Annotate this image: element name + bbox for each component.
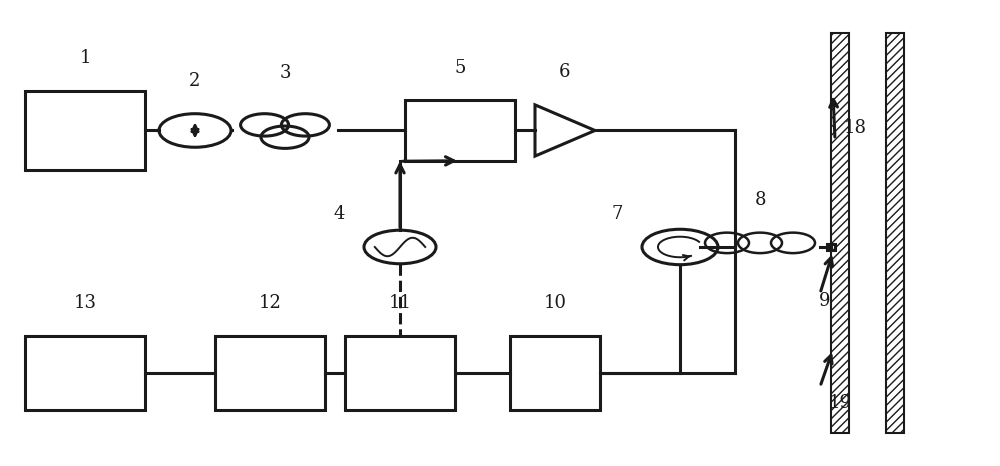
Text: 12: 12: [259, 294, 281, 312]
Text: 5: 5: [454, 59, 466, 76]
Bar: [25, 91, 145, 170]
Bar: [405, 100, 515, 161]
Text: 1: 1: [79, 49, 91, 67]
Bar: [831, 33, 849, 433]
Text: 11: 11: [388, 294, 412, 312]
Text: 4: 4: [333, 206, 345, 223]
Text: 2: 2: [189, 72, 201, 90]
Bar: [886, 33, 904, 433]
Bar: [25, 336, 145, 410]
Text: 7: 7: [611, 206, 623, 223]
Text: 19: 19: [828, 394, 852, 412]
Text: 8: 8: [754, 191, 766, 209]
Bar: [827, 244, 835, 250]
Bar: [215, 336, 325, 410]
Text: 13: 13: [74, 294, 96, 312]
Bar: [831, 33, 849, 433]
Text: 10: 10: [544, 294, 566, 312]
Text: 9: 9: [819, 292, 831, 309]
Bar: [886, 33, 904, 433]
Text: 6: 6: [559, 63, 571, 81]
Bar: [510, 336, 600, 410]
Bar: [345, 336, 455, 410]
Text: 3: 3: [279, 64, 291, 82]
Text: 18: 18: [844, 119, 866, 137]
